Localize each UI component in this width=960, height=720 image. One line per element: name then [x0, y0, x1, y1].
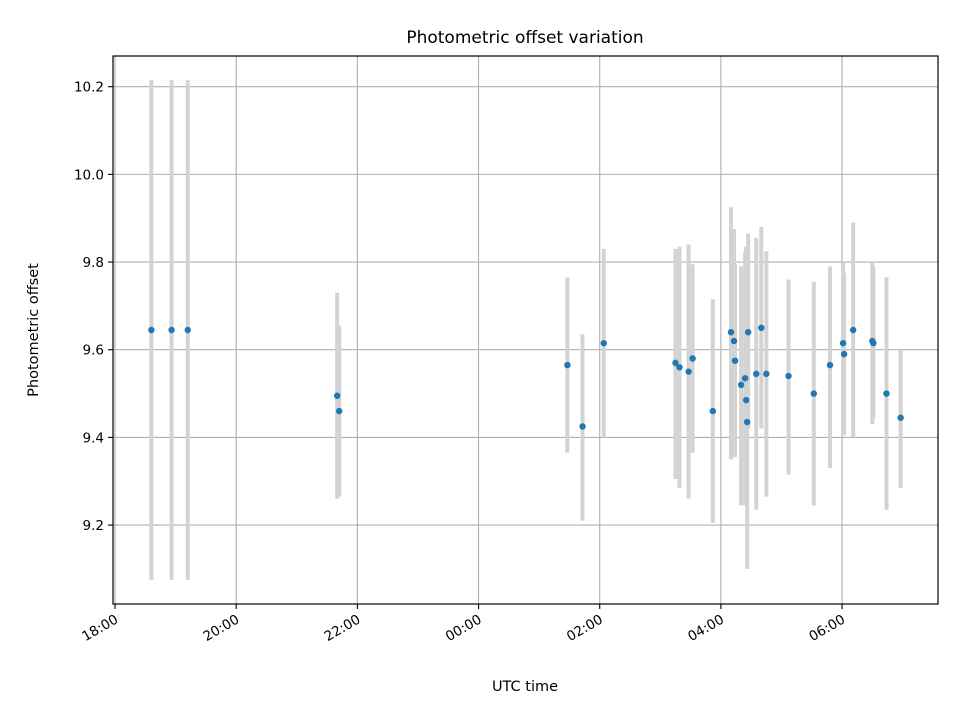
- data-point: [763, 370, 770, 378]
- data-point: [709, 407, 717, 415]
- data-point: [672, 359, 679, 367]
- data-point: [737, 381, 745, 388]
- data-point: [730, 337, 738, 345]
- data-point: [564, 361, 571, 369]
- y-tick-label: 10.0: [74, 167, 104, 183]
- data-point: [168, 326, 175, 334]
- data-point: [870, 339, 877, 347]
- data-point: [676, 364, 683, 371]
- chart-title: Photometric offset variation: [406, 28, 643, 48]
- y-axis-label: Photometric offset: [26, 263, 42, 397]
- data-point: [184, 326, 191, 334]
- data-point: [689, 355, 696, 362]
- data-point: [849, 326, 857, 334]
- data-point: [333, 392, 341, 399]
- data-point: [685, 368, 692, 375]
- data-point: [758, 324, 765, 332]
- data-point: [883, 390, 890, 397]
- data-point: [579, 423, 586, 430]
- y-tick-label: 9.2: [83, 518, 104, 534]
- y-tick-label: 10.2: [74, 80, 104, 96]
- data-point: [741, 375, 749, 382]
- data-point: [744, 328, 752, 336]
- plot-frame: [112, 55, 939, 605]
- data-point: [600, 339, 607, 347]
- data-point: [826, 361, 834, 369]
- data-point: [810, 390, 817, 397]
- data-point: [785, 372, 792, 380]
- data-point: [742, 396, 750, 404]
- data-point: [335, 407, 343, 415]
- data-point: [839, 339, 847, 347]
- x-axis-label: UTC time: [492, 679, 558, 695]
- data-point: [897, 414, 904, 421]
- data-point: [148, 326, 155, 334]
- y-tick-label: 9.4: [83, 430, 104, 446]
- data-point: [731, 357, 739, 364]
- grid-lines: [113, 56, 938, 604]
- data-point: [743, 418, 751, 426]
- data-points: [148, 324, 904, 430]
- y-tick-label: 9.6: [83, 343, 104, 359]
- data-point: [840, 350, 848, 358]
- y-tick-label: 9.8: [83, 255, 104, 271]
- data-point: [727, 328, 735, 336]
- data-point: [753, 370, 760, 378]
